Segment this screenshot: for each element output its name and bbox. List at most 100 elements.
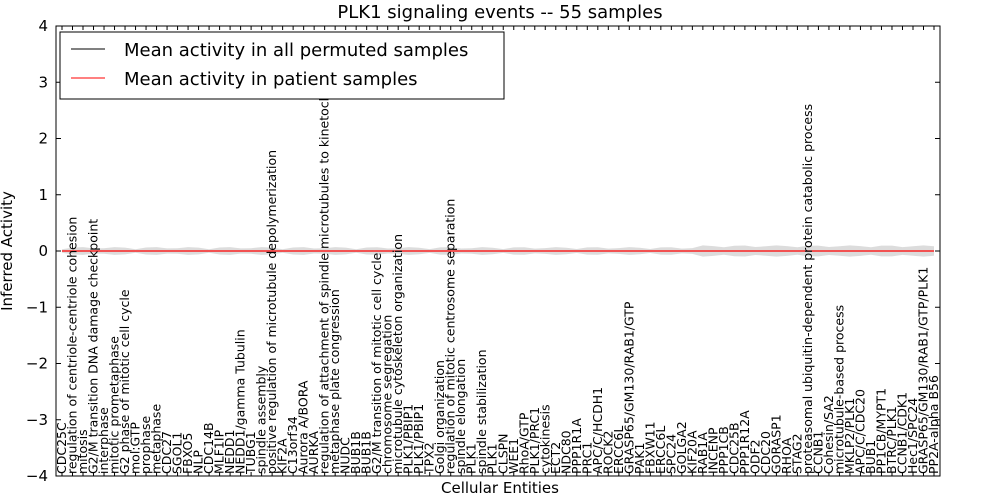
category-label: NDC80 (558, 430, 573, 474)
category-label: CCNB1 (810, 431, 825, 474)
category-label: PPP1R1A (569, 418, 584, 474)
category-label: ODF2 (747, 439, 762, 474)
category-label: CCNB1/CDK1 (894, 392, 909, 474)
category-label: FBXO5 (180, 433, 195, 474)
legend-label-patient: Mean activity in patient samples (124, 69, 418, 90)
category-label: ROCK2 (600, 431, 615, 474)
category-label: PAK1 (632, 443, 647, 474)
y-tick-label: 1 (38, 186, 48, 204)
category-label: MKLP2/PLK1 (842, 398, 857, 474)
y-tick-label: 0 (38, 242, 48, 260)
category-label: AURKA (306, 431, 321, 474)
category-label: BUB1 (863, 440, 878, 474)
category-label: PLK1 (485, 443, 500, 474)
category-label: CDC27 (159, 431, 174, 474)
category-label: PLK1/PRC1 (527, 407, 542, 474)
category-label: mitosis (75, 429, 90, 474)
category-label: spindle assembly (254, 365, 269, 474)
category-label: microtubule cytoskeleton organization (390, 234, 405, 474)
category-label: TPX2 (422, 442, 437, 475)
category-label: KIF20A (684, 430, 699, 474)
category-label: NEDD1/gamma Tubulin (233, 329, 248, 474)
category-label: APC/C/CDC20 (852, 389, 867, 474)
category-label: KIF2A (275, 438, 290, 474)
category-label: GRASP65/GM130/RAB1/GTP (621, 301, 636, 474)
category-label: PLK1/PBIP1 (401, 404, 416, 474)
category-label: ERCC6L (653, 426, 668, 474)
category-label: C13orf34 (285, 416, 300, 474)
category-label: microtubule-based process (831, 305, 846, 474)
y-tick-label: 3 (38, 73, 48, 91)
category-label: G2/M transition of mitotic cell cycle (369, 252, 384, 474)
x-axis-ticks (61, 26, 935, 476)
category-label: RHOA (779, 437, 794, 474)
category-label: ECT2 (548, 442, 563, 474)
category-label: APC/C/HCDH1 (590, 387, 605, 474)
category-label: CDC14B (201, 422, 216, 474)
category-label: NUDC (338, 437, 353, 474)
category-label: PP1CB/MYPT1 (873, 388, 888, 474)
category-label: metaphase (149, 404, 164, 474)
category-label: Hec1/SPC24 (905, 398, 920, 474)
category-label: PLK1/PBIP1 (411, 404, 426, 474)
category-label: G2 phase of mitotic cell cycle (117, 289, 132, 474)
y-tick-label: −1 (26, 298, 48, 316)
category-label: INCENP (705, 427, 720, 474)
category-label: mitotic prometaphase (107, 336, 122, 474)
category-label: metaphase plate congression (327, 289, 342, 474)
category-label: PLK1 (464, 443, 479, 474)
category-label: PPP1CB (716, 426, 731, 474)
category-label: spindle elongation (453, 359, 468, 474)
category-label: CDC25C (54, 422, 69, 474)
category-label: TUBG1 (243, 431, 258, 475)
category-label: regulation of mitotic centrosome separat… (443, 199, 458, 474)
y-axis-ticks: −4 −3 −2 −1 0 1 2 3 4 (26, 17, 940, 485)
category-label: BUB1B (359, 431, 374, 474)
category-label: MLF1IP (212, 429, 227, 474)
y-tick-label: 4 (38, 17, 48, 35)
category-label: ERCC6L (611, 426, 626, 474)
category-label: Cohesin/SA2 (821, 395, 836, 474)
category-label: interphase (96, 407, 111, 474)
y-tick-label: −2 (26, 355, 48, 373)
category-label: NLP (191, 450, 206, 474)
category-label: PP2A-alpha B56 (926, 375, 941, 474)
category-label: Golgi organization (432, 360, 447, 474)
y-tick-label: 2 (38, 130, 48, 148)
category-label: prophase (138, 416, 153, 474)
category-label: CDC25B (726, 422, 741, 474)
y-tick-label: −4 (26, 467, 48, 485)
category-label: regulation of attachment of spindle micr… (317, 73, 332, 474)
y-tick-label: −3 (26, 411, 48, 429)
category-label: STAG2 (789, 433, 804, 474)
legend: Mean activity in all permuted samples Me… (59, 31, 505, 100)
category-label: GRASP65/GM130/RAB1/GTP/PLK1 (915, 267, 930, 474)
category-label: G2/M transition DNA damage checkpoint (86, 219, 101, 474)
category-label: FBXW11 (642, 421, 657, 474)
category-label: cytokinesis (537, 404, 552, 474)
category-label: mol:GTP (128, 422, 143, 474)
category-label: spindle stabilization (474, 349, 489, 474)
category-label: RhoA/GTP (516, 412, 531, 474)
category-label: WEE1 (506, 438, 521, 474)
category-label: PRC1 (579, 442, 594, 474)
category-label: BUB1B (348, 431, 363, 474)
category-label: BTRC/PLK1 (884, 406, 899, 474)
category-label: CDC20 (758, 431, 773, 474)
category-label: GOLGA2 (674, 421, 689, 474)
category-label: Aurora A/BORA (296, 380, 311, 474)
category-label: NEDD1 (222, 430, 237, 474)
category-label: SPC24 (663, 434, 678, 474)
legend-label-permuted: Mean activity in all permuted samples (124, 40, 468, 61)
category-label: SGOL1 (170, 432, 185, 474)
legend-box (59, 31, 505, 100)
x-axis-label: Cellular Entities (441, 479, 559, 497)
category-label: positive regulation of microtubule depol… (264, 150, 279, 474)
category-label: CLSPN (495, 433, 510, 474)
category-label: proteasomal ubiquitin-dependent protein … (800, 104, 815, 474)
category-label: PPP1R12A (737, 410, 752, 474)
category-label: chromosome segregation (380, 315, 395, 474)
category-label: GORASP1 (768, 414, 783, 474)
